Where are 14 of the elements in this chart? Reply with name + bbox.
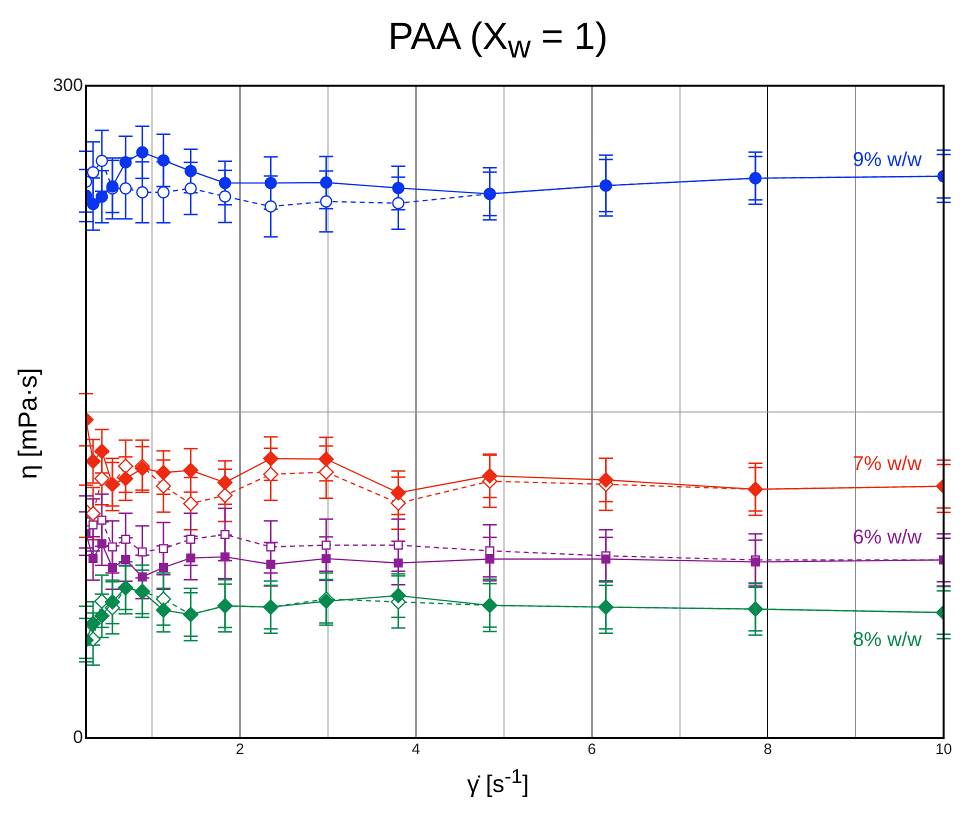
series-label: 9% w/w [852,148,922,171]
series-label: 7% w/w [852,452,922,475]
x-tick-label: 2 [236,741,244,758]
x-tick-label: 6 [588,741,596,758]
x-tick-label: 4 [412,741,420,758]
y-tick-label: 300 [52,74,84,95]
chart-title: PAA (X$_{w}$ = 1) [387,16,609,66]
x-tick-label: 8 [764,741,772,758]
x-tick-label: 10 [935,741,952,758]
y-tick-label: 0 [73,726,84,747]
series-label: 8% w/w [852,629,922,652]
y-axis-title: η [mPa·s] [12,366,44,482]
x-axis-title: γ̇ [s$^{-1}$] [466,766,530,799]
series-label: 6% w/w [852,526,922,548]
